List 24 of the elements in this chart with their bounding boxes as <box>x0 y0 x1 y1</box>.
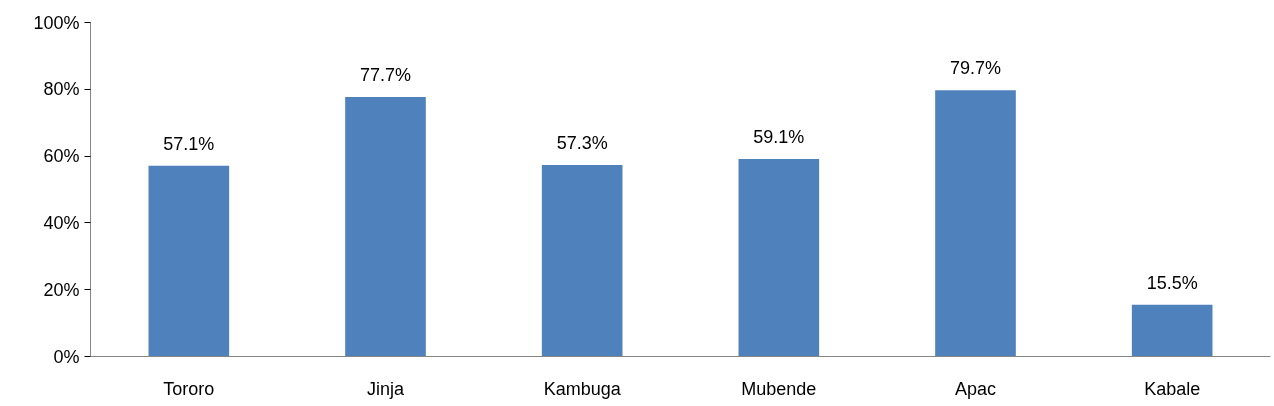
x-tick-label: Kabale <box>1144 378 1201 399</box>
bar <box>738 159 820 357</box>
x-tick-label: Mubende <box>741 378 817 399</box>
x-tick-label: Apac <box>954 378 997 399</box>
x-tick-label: Tororo <box>163 378 215 399</box>
y-tick-label: 20% <box>43 279 80 300</box>
bar <box>541 165 623 357</box>
y-tick-label: 60% <box>43 146 80 167</box>
bar <box>148 165 230 357</box>
data-label: 59.1% <box>753 127 805 148</box>
y-tick-label: 80% <box>43 79 80 100</box>
x-tick-label: Jinja <box>366 378 405 399</box>
bar <box>1131 304 1213 357</box>
data-label: 57.1% <box>163 133 215 154</box>
data-label: 79.7% <box>949 58 1002 79</box>
data-label: 57.3% <box>556 133 608 154</box>
data-label: 15.5% <box>1146 272 1198 293</box>
y-tick-label: 0% <box>53 346 80 367</box>
y-tick-label: 40% <box>43 212 80 233</box>
x-tick-label: Kambuga <box>543 378 622 399</box>
y-tick-label: 100% <box>33 12 80 33</box>
bar <box>345 96 426 357</box>
bar <box>935 90 1016 357</box>
data-label: 77.7% <box>359 64 412 85</box>
